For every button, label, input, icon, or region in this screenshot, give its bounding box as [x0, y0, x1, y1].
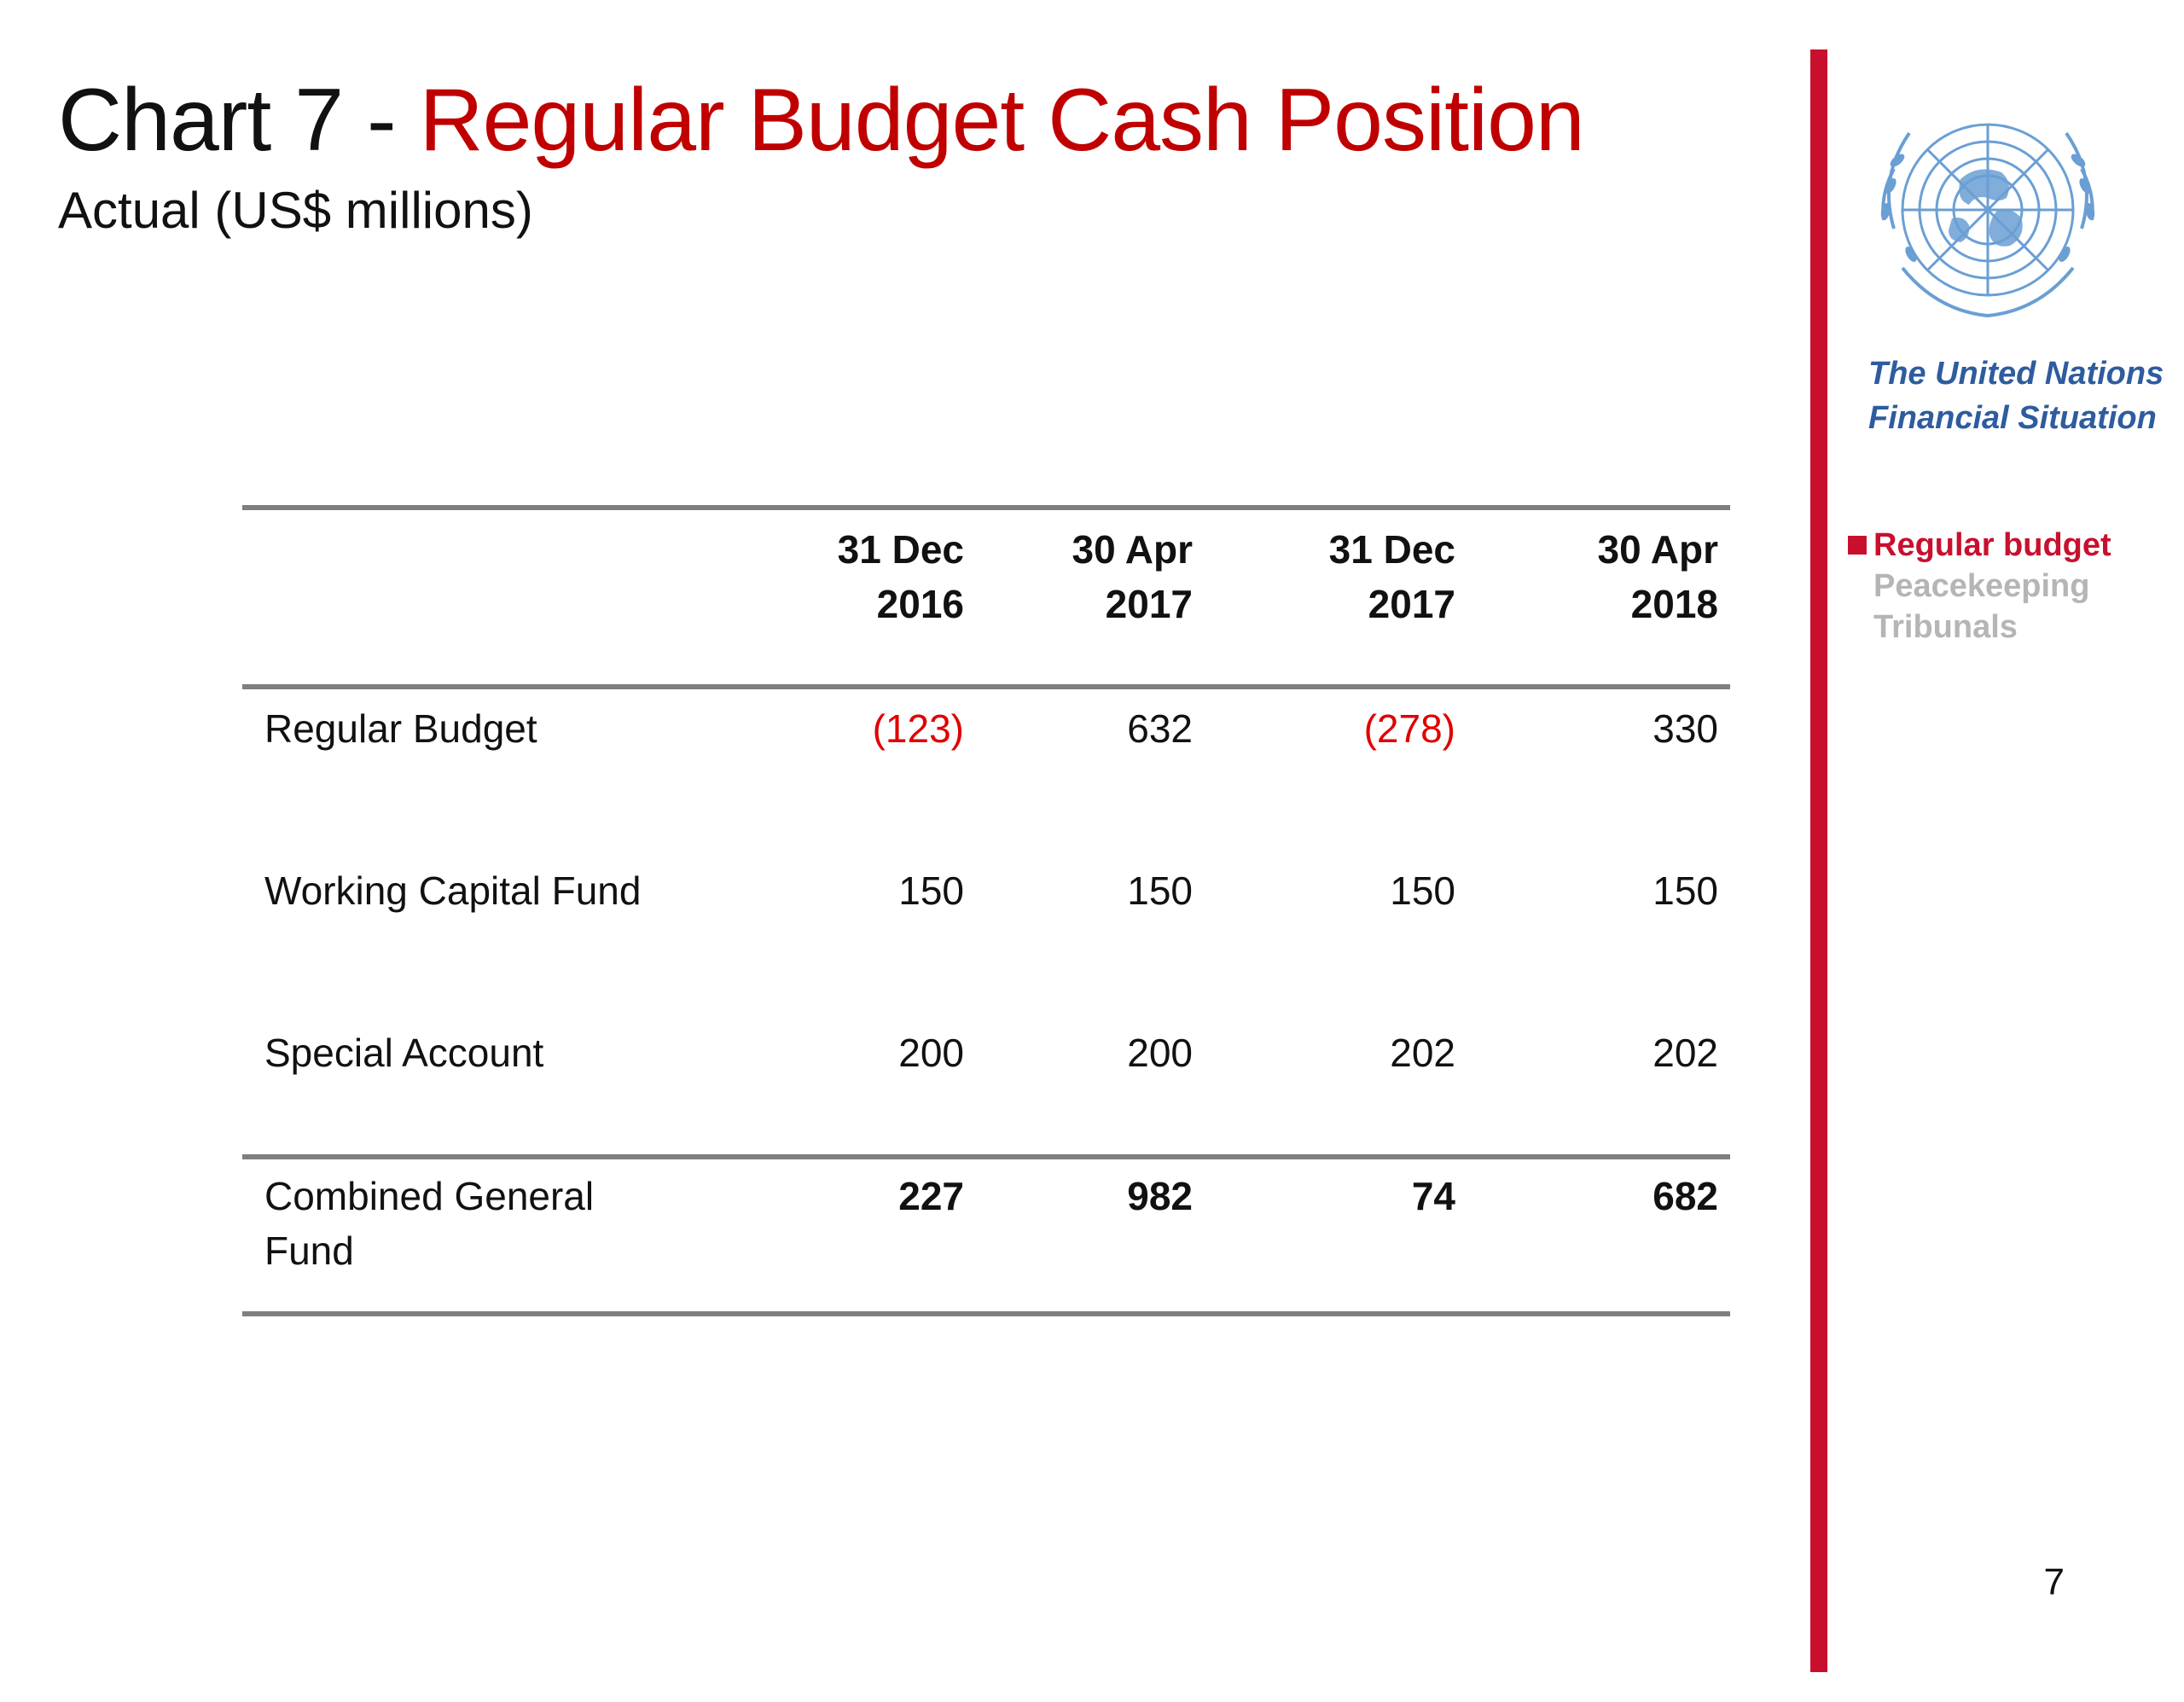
table-cell: 150	[898, 868, 964, 913]
column-header-line-1: 31 Dec	[837, 527, 964, 572]
column-header: 31 Dec 2017	[1234, 522, 1455, 631]
total-label-line-2: Fund	[264, 1229, 354, 1273]
page-title: Chart 7 - Regular Budget Cash Position	[58, 71, 1585, 170]
title-prefix: Chart 7 -	[58, 71, 420, 170]
column-header-line-1: 31 Dec	[1328, 527, 1455, 572]
column-header-line-1: 30 Apr	[1072, 527, 1193, 572]
column-header: 31 Dec 2016	[742, 522, 964, 631]
nav-item-label: Peacekeeping	[1873, 568, 2090, 604]
nav-item-label: Tribunals	[1873, 609, 2018, 645]
brand-line-1: The United Nations	[1868, 356, 2164, 392]
nav-item-regular-budget[interactable]: Regular budget	[1848, 525, 2111, 566]
table-cell: 200	[1127, 1031, 1193, 1075]
accent-bar	[1810, 49, 1827, 1672]
row-label: Working Capital Fund	[264, 868, 642, 913]
table-cell: (123)	[872, 706, 964, 751]
table-cell: 200	[898, 1031, 964, 1075]
column-header: 30 Apr 2018	[1496, 522, 1718, 631]
nav-item-peacekeeping[interactable]: Peacekeeping	[1848, 566, 2111, 607]
row-label: Regular Budget	[264, 706, 537, 751]
table-cell: 632	[1127, 706, 1193, 751]
table-top-rule	[242, 505, 1730, 510]
page-number: 7	[2043, 1561, 2065, 1603]
row-label: Special Account	[264, 1031, 544, 1075]
total-cell: 227	[898, 1174, 964, 1218]
table-cell: (278)	[1363, 706, 1455, 751]
column-header-line-1: 30 Apr	[1597, 527, 1718, 572]
nav-item-tribunals[interactable]: Tribunals	[1848, 607, 2111, 648]
table-cell: 150	[1653, 868, 1718, 913]
column-header-line-2: 2016	[876, 582, 964, 626]
table-header-rule	[242, 684, 1730, 689]
table-cell: 330	[1653, 706, 1718, 751]
total-label-line-1: Combined General	[264, 1174, 595, 1218]
table-cell: 202	[1390, 1031, 1455, 1075]
table-cell: 150	[1127, 868, 1193, 913]
table-cell: 150	[1390, 868, 1455, 913]
column-header: 30 Apr 2017	[971, 522, 1193, 631]
total-cell: 982	[1127, 1174, 1193, 1218]
column-header-line-2: 2017	[1105, 582, 1193, 626]
table-cell: 202	[1653, 1031, 1718, 1075]
table-total-rule	[242, 1154, 1730, 1159]
column-header-line-2: 2018	[1630, 582, 1718, 626]
table-bottom-rule	[242, 1311, 1730, 1316]
brand-text: The United Nations Financial Situation	[1868, 351, 2164, 440]
nav-item-label: Regular budget	[1873, 527, 2111, 563]
column-header-line-2: 2017	[1368, 582, 1455, 626]
total-cell: 74	[1411, 1174, 1455, 1218]
un-emblem-icon	[1880, 123, 2095, 318]
title-highlight: Regular Budget Cash Position	[419, 71, 1584, 170]
brand-line-2: Financial Situation	[1868, 400, 2157, 436]
section-nav: Regular budget Peacekeeping Tribunals	[1848, 525, 2111, 648]
total-cell: 682	[1653, 1174, 1718, 1218]
page-subtitle: Actual (US$ millions)	[58, 182, 533, 239]
total-row-label: Combined General Fund	[264, 1169, 594, 1278]
active-marker-icon	[1848, 536, 1867, 555]
